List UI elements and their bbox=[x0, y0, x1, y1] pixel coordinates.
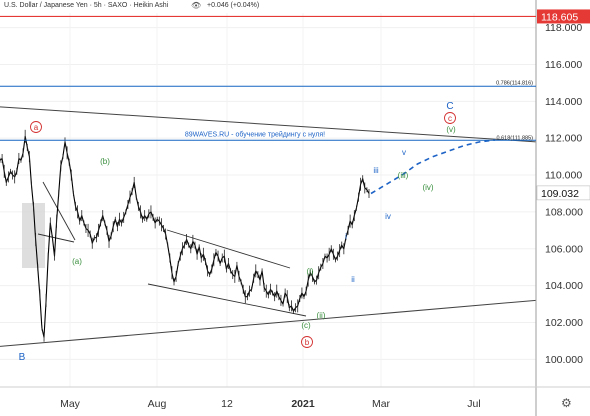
wave-label-v-paren: (v) bbox=[446, 125, 456, 134]
wave-label-b-circ: b bbox=[305, 338, 310, 347]
wave-labels: BCabc(b)(a)(c)(i)(ii)(iii)(iv)(v)iiiiiii… bbox=[19, 101, 456, 363]
price-change: +0.046 (+0.04%) bbox=[207, 2, 260, 9]
y-tick-label: 110.000 bbox=[545, 170, 582, 182]
projection-series bbox=[370, 139, 496, 195]
y-tick-label: 112.000 bbox=[545, 133, 582, 145]
y-tick-label: 104.000 bbox=[545, 280, 583, 292]
watermark-text: 89WAVES.RU - обучение трейдингу с нуля! bbox=[185, 130, 325, 138]
upper-triangle-line bbox=[0, 106, 536, 143]
lower-triangle-line bbox=[0, 299, 536, 347]
wave-label-ii: ii bbox=[351, 275, 355, 284]
wave-label-iii: iii bbox=[373, 166, 379, 175]
projection-line bbox=[370, 139, 496, 195]
plot-area: BCabc(b)(a)(c)(i)(ii)(iii)(iv)(v)iiiiiii… bbox=[0, 101, 536, 363]
y-tick-label: 100.000 bbox=[545, 354, 583, 366]
wave-channel-upper bbox=[166, 229, 291, 269]
wave-label-v: v bbox=[402, 148, 406, 157]
grid bbox=[0, 13, 536, 387]
wave-label-a-paren: (a) bbox=[72, 257, 82, 266]
eye-icon[interactable]: 👁 bbox=[191, 1, 202, 10]
x-tick-label: Mar bbox=[372, 398, 391, 410]
wave-label-i: i bbox=[345, 232, 347, 241]
wave-label-B: B bbox=[19, 352, 26, 363]
y-tick-label: 108.000 bbox=[545, 206, 583, 218]
wave-label-b-paren: (b) bbox=[100, 157, 110, 166]
y-tick-label: 102.000 bbox=[545, 317, 583, 329]
x-tick-label: Jul bbox=[467, 398, 480, 410]
x-tick-label: 12 bbox=[221, 398, 233, 410]
wave-circle bbox=[30, 121, 42, 133]
fib-618-label: 0.618(111.885) bbox=[497, 135, 534, 141]
price-levels: 118.605 0.786(114.816) 0.618(111.885) 89WAV… bbox=[0, 9, 590, 201]
y-tick-label: 116.000 bbox=[545, 59, 582, 71]
wave-a-channel-line bbox=[42, 181, 76, 241]
y-tick-label: 106.000 bbox=[545, 243, 583, 255]
wave-label-iv-paren: (iv) bbox=[422, 183, 433, 192]
wave-circle bbox=[301, 336, 313, 348]
current-price-tag bbox=[536, 185, 590, 201]
wave-label-i-paren: (i) bbox=[306, 267, 313, 276]
wave-label-iii-paren: (iii) bbox=[398, 171, 409, 180]
x-axis: May Aug 12 2021 Mar Jul bbox=[60, 398, 481, 410]
x-tick-label: May bbox=[60, 398, 81, 410]
wave-label-a-circ: a bbox=[34, 123, 39, 132]
trend-lines bbox=[0, 106, 536, 347]
highlight-box bbox=[22, 203, 45, 268]
price-series bbox=[0, 129, 370, 342]
gear-icon[interactable]: ⚙ bbox=[561, 396, 572, 410]
x-tick-label: 2021 bbox=[291, 398, 315, 410]
y-tick-label: 118.000 bbox=[545, 22, 582, 34]
current-price-label: 109.032 bbox=[541, 188, 579, 200]
red-price-tag bbox=[537, 9, 590, 24]
y-axis: 100.000 102.000 104.000 106.000 108.000 110.0… bbox=[545, 22, 583, 366]
wave-label-iv: iv bbox=[385, 212, 391, 221]
wave-label-c-circ: c bbox=[448, 114, 452, 123]
fib-786-label: 0.786(114.816) bbox=[496, 80, 533, 86]
wave-label-ii-paren: (ii) bbox=[317, 311, 326, 320]
wave-label-C: C bbox=[446, 101, 453, 112]
wave-circle bbox=[444, 112, 456, 124]
x-tick-label: Aug bbox=[148, 398, 167, 410]
wave-channel-lower bbox=[147, 283, 307, 317]
red-price-label: 118.605 bbox=[541, 11, 578, 23]
y-tick-label: 114.000 bbox=[545, 96, 582, 108]
symbol-title: U.S. Dollar / Japanese Yen · 5h · SAXO ·… bbox=[4, 2, 169, 9]
wave-label-c-paren: (c) bbox=[301, 321, 311, 330]
